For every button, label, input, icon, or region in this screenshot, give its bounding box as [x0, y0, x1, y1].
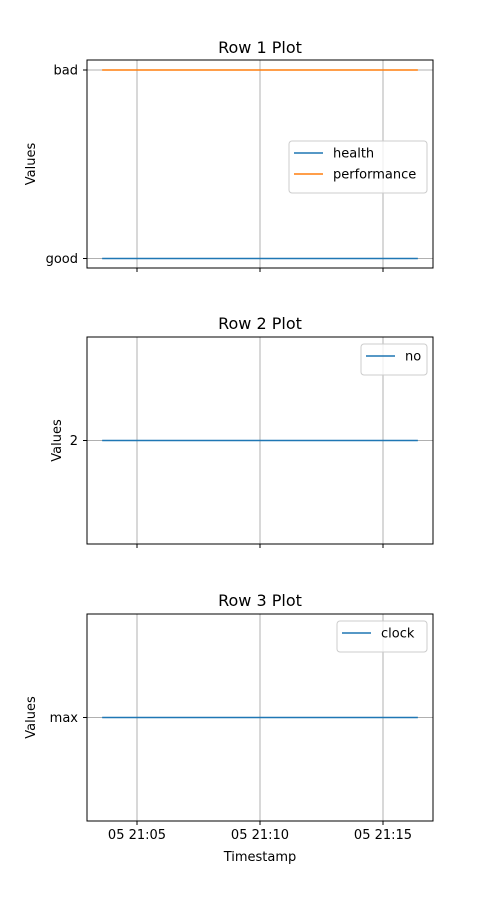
- y-axis-label: Values: [24, 143, 39, 186]
- y-axis-label: Values: [50, 419, 65, 462]
- legend: clock: [336, 620, 428, 653]
- subplot-2: 2 Row 2 Plot Values no: [50, 314, 434, 548]
- x-tick-label: 05 21:15: [354, 828, 412, 843]
- y-tick-label: 2: [70, 434, 78, 449]
- subplot-title: Row 2 Plot: [218, 314, 302, 333]
- subplot-title: Row 1 Plot: [218, 38, 302, 57]
- legend-label-clock: clock: [381, 627, 415, 642]
- subplot-title: Row 3 Plot: [218, 591, 302, 610]
- legend: health performance: [288, 140, 428, 194]
- legend-label-health: health: [333, 147, 374, 162]
- x-tick-label: 05 21:10: [231, 828, 289, 843]
- y-axis-label: Values: [24, 696, 39, 739]
- legend-box: [336, 620, 428, 653]
- legend-box: [288, 140, 428, 194]
- y-tick-label: max: [50, 711, 79, 726]
- legend-label-performance: performance: [333, 168, 416, 183]
- legend-box: [360, 343, 428, 376]
- legend-label-no: no: [405, 350, 421, 365]
- subplot-3: max 05 21:05 05 21:10 05 21:15 Row 3 Plot Val…: [24, 591, 434, 843]
- x-tick-label: 05 21:05: [108, 828, 166, 843]
- subplot-1: good bad Row 1 Plot Values health performance: [24, 38, 434, 272]
- y-tick-label: good: [46, 252, 78, 267]
- y-tick-label: bad: [54, 64, 78, 79]
- legend: no: [360, 343, 428, 376]
- x-axis-label: Timestamp: [223, 850, 297, 865]
